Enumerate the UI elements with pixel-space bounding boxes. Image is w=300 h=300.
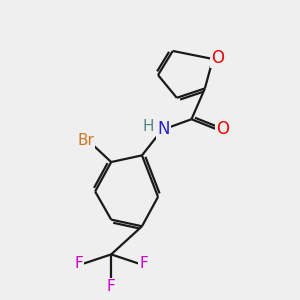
Text: O: O: [211, 49, 224, 67]
Text: H: H: [142, 119, 154, 134]
Text: F: F: [107, 279, 116, 294]
Text: F: F: [140, 256, 148, 271]
Text: Br: Br: [77, 133, 94, 148]
Text: F: F: [74, 256, 83, 271]
Text: O: O: [217, 120, 230, 138]
Text: N: N: [157, 120, 170, 138]
